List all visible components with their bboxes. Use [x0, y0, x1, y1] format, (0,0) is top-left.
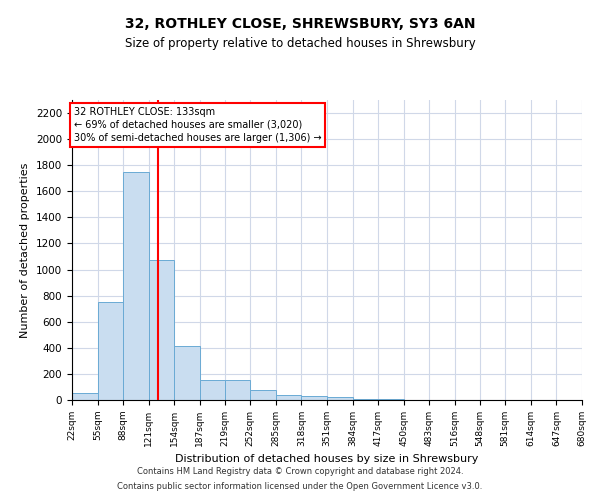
- Text: 32 ROTHLEY CLOSE: 133sqm
← 69% of detached houses are smaller (3,020)
30% of sem: 32 ROTHLEY CLOSE: 133sqm ← 69% of detach…: [74, 106, 321, 143]
- Bar: [301, 396, 327, 400]
- Bar: [224, 380, 250, 400]
- Bar: [250, 390, 276, 400]
- Bar: [149, 260, 175, 400]
- Bar: [98, 302, 123, 400]
- Bar: [276, 395, 301, 400]
- Bar: [327, 396, 353, 400]
- Text: Size of property relative to detached houses in Shrewsbury: Size of property relative to detached ho…: [125, 38, 475, 51]
- Text: Contains HM Land Registry data © Crown copyright and database right 2024.: Contains HM Land Registry data © Crown c…: [137, 467, 463, 476]
- X-axis label: Distribution of detached houses by size in Shrewsbury: Distribution of detached houses by size …: [175, 454, 479, 464]
- Bar: [175, 346, 200, 400]
- Bar: [123, 172, 149, 400]
- Y-axis label: Number of detached properties: Number of detached properties: [20, 162, 31, 338]
- Text: 32, ROTHLEY CLOSE, SHREWSBURY, SY3 6AN: 32, ROTHLEY CLOSE, SHREWSBURY, SY3 6AN: [125, 18, 475, 32]
- Bar: [200, 380, 224, 400]
- Bar: [72, 394, 98, 400]
- Text: Contains public sector information licensed under the Open Government Licence v3: Contains public sector information licen…: [118, 482, 482, 491]
- Bar: [353, 398, 378, 400]
